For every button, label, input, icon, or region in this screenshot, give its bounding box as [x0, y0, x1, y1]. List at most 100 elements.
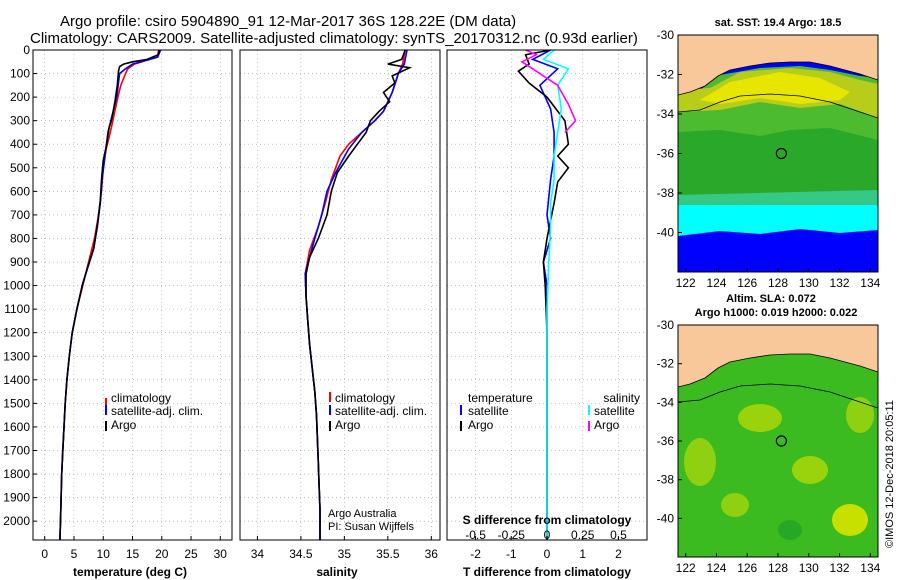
depth-tick-label: 600 [10, 184, 30, 198]
series-line-argo [305, 49, 413, 540]
depth-tick-label: 300 [10, 114, 30, 128]
lon-tick-label: 134 [860, 276, 880, 290]
x-tick-label: 35.5 [376, 547, 400, 561]
sla-field [678, 325, 878, 557]
depth-tick-label: 800 [10, 231, 30, 245]
t-difference-xlabel: T difference from climatology [463, 565, 631, 579]
legend-argo-label: Argo [111, 418, 137, 432]
series-line-argo [59, 49, 161, 541]
x-tick-label: 25 [184, 547, 198, 561]
sla-blob [792, 456, 828, 484]
salinity-frame [239, 49, 441, 541]
lat-tick-label: -34 [657, 395, 675, 409]
sla-blob [778, 520, 802, 540]
lon-tick-label: 128 [768, 561, 788, 575]
sla-isobath [678, 383, 878, 409]
s-difference-xlabel: S difference from climatology [463, 513, 632, 527]
sst-isobath [678, 93, 878, 119]
sla-blob [684, 438, 716, 486]
sst-map: sat. SST: 19.4 Argo: 18.5 -30-32-34-36-3… [657, 17, 881, 290]
x-tick-label: 36 [425, 547, 439, 561]
lon-tick-label: 128 [768, 276, 788, 290]
depth-tick-label: 700 [10, 208, 30, 222]
lon-tick-label: 122 [676, 561, 696, 575]
salinity-panel: 34 34.5 35 35.5 36 salinity climatology sate… [239, 49, 441, 579]
series-line-satellite-adj-clim- [304, 49, 408, 540]
imos-watermark: ©IMOS 12-Dec-2018 20:05:11 [884, 400, 896, 548]
depth-tick-labels: 0 100 200 300 400 500 600 700 800 900 1000 1100 1200… [3, 43, 37, 528]
series-line-argo [517, 49, 570, 540]
lat-tick-label: -30 [657, 318, 675, 332]
sst-argo-marker [775, 147, 787, 160]
legend-s-satellite-label: satellite [594, 404, 635, 418]
lat-tick-label: -40 [657, 511, 675, 525]
sst-map-lon-ticks: 122 124 126 128 130 132 134 [676, 268, 881, 290]
depth-tick-label: 1700 [3, 443, 30, 457]
lon-tick-label: 130 [799, 561, 819, 575]
sst-land [678, 35, 878, 95]
difference-x-ticks: -2 -1 0 1 2 [470, 536, 622, 561]
temperature-xlabel: temperature (deg C) [73, 565, 187, 579]
depth-tick-label: 1000 [3, 279, 30, 293]
legend-temperature-title: temperature [468, 391, 533, 405]
temperature-x-ticks: 0 5 10 15 20 25 30 [41, 536, 227, 561]
x-tick-label: -2 [470, 547, 481, 561]
x-tick-label: 34.5 [289, 547, 313, 561]
x-tick-label: 1 [579, 547, 586, 561]
lat-tick-label: -36 [657, 434, 675, 448]
depth-tick-label: 2000 [3, 514, 30, 528]
salinity-x-ticks: 34 34.5 35 35.5 36 [251, 536, 439, 561]
sst-yellow-band [700, 72, 850, 104]
s-difference-tick-label: 0 [544, 528, 551, 542]
x-tick-label: 5 [71, 547, 78, 561]
sla-land [678, 325, 878, 387]
lat-tick-label: -38 [657, 473, 675, 487]
sst-cyan-band [678, 205, 878, 236]
sst-field [678, 35, 878, 272]
x-tick-label: 35 [338, 547, 352, 561]
lon-tick-label: 130 [799, 276, 819, 290]
lat-tick-label: -36 [657, 147, 675, 161]
depth-tick-label: 100 [10, 67, 30, 81]
salinity-legend: climatology satellite-adj. clim. Argo [329, 391, 427, 432]
sla-map-lon-ticks: 122 124 126 128 130 132 134 [676, 553, 881, 575]
series-line-climatology [304, 49, 406, 540]
legend-climatology-label: climatology [335, 391, 395, 405]
sla-map-lat-ticks: -30 -32 -34 -36 -38 -40 [657, 318, 682, 525]
x-tick-label: 30 [214, 547, 228, 561]
lon-tick-label: 126 [737, 561, 757, 575]
s-difference-tick-label: -0.5 [465, 528, 486, 542]
x-tick-label: 10 [97, 547, 111, 561]
depth-tick-label: 1100 [4, 302, 30, 316]
sla-map: Altim. SLA: 0.072 Argo h1000: 0.019 h200… [657, 293, 881, 575]
x-tick-label: 20 [155, 547, 169, 561]
sla-blob [721, 493, 749, 517]
sst-coastline [678, 61, 878, 96]
depth-tick-label: 1900 [3, 491, 30, 505]
x-tick-label: 15 [126, 547, 140, 561]
depth-tick-label: 1500 [3, 396, 30, 410]
legend-t-argo-label: Argo [468, 418, 494, 432]
depth-tick-label: 1200 [3, 326, 30, 340]
difference-series [517, 49, 577, 540]
sla-blob [738, 404, 782, 432]
depth-tick-label: 900 [10, 255, 30, 269]
series-line-argo [520, 49, 577, 134]
lon-tick-label: 124 [706, 561, 726, 575]
s-difference-tick-label: 0.5 [610, 528, 627, 542]
sla-argo-marker [775, 435, 787, 447]
salinity-difference-ticks: -0.5 -0.25 0 0.25 0.5 [465, 528, 627, 542]
sla-map-title: Altim. SLA: 0.072 [726, 293, 816, 305]
lon-tick-label: 126 [737, 276, 757, 290]
lat-tick-label: -32 [657, 68, 675, 82]
sst-map-title: sat. SST: 19.4 Argo: 18.5 [715, 17, 842, 29]
difference-panel: -2 -1 0 1 2 -0.5 -0.25 0 0.25 0.5 S difference f… [446, 49, 648, 579]
depth-tick-label: 400 [10, 137, 30, 151]
legend-s-argo-label: Argo [594, 418, 620, 432]
x-tick-label: 34 [251, 547, 265, 561]
depth-tick-label: 200 [10, 90, 30, 104]
legend-satellite-label: satellite-adj. clim. [111, 404, 203, 418]
sla-blob [846, 397, 874, 433]
legend-salinity-title: salinity [603, 391, 640, 405]
credit-line1: Argo Australia [328, 508, 397, 520]
